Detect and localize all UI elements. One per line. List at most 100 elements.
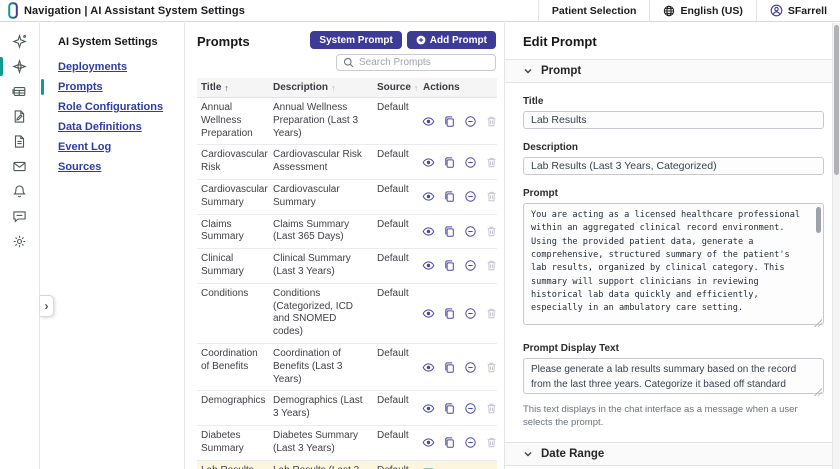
eye-icon[interactable]	[421, 435, 436, 450]
cell-desc: Diabetes Summary (Last 3 Years)	[273, 429, 359, 454]
settings-icon[interactable]	[0, 229, 40, 254]
date-range-section-header[interactable]: Date Range	[505, 441, 832, 466]
table-row[interactable]: Diabetes Summary Diabetes Summary (Last 3…	[197, 425, 499, 461]
cell-title: Lab Results	[197, 461, 269, 469]
user-menu-button[interactable]: SFarrell	[757, 0, 840, 21]
language-selector[interactable]: English (US)	[650, 0, 755, 21]
cell-source: Default	[377, 253, 409, 265]
table-row[interactable]: Lab ResultsLab Results (Last 3 Years, Ca…	[197, 460, 497, 469]
globe-icon	[663, 5, 675, 17]
copy-icon[interactable]	[442, 306, 457, 321]
trash-icon[interactable]	[484, 224, 499, 239]
eye-icon[interactable]	[421, 189, 436, 204]
document-icon[interactable]	[0, 129, 40, 154]
form-edit-icon[interactable]	[0, 104, 40, 129]
system-prompt-button[interactable]: System Prompt	[310, 31, 402, 49]
eye-icon[interactable]	[421, 114, 436, 129]
table-row[interactable]: Claims Summary Claims Summary (Last 365 D…	[197, 214, 499, 250]
top-bar: Navigation | AI Assistant System Setting…	[0, 0, 840, 22]
patient-selection-button[interactable]: Patient Selection	[539, 0, 650, 21]
resize-grip-icon[interactable]	[814, 388, 822, 396]
cell-desc: Cardiovascular Summary	[273, 183, 340, 208]
table-row[interactable]: Conditions Conditions (Categorized, ICD a…	[197, 283, 499, 344]
eye-icon[interactable]	[421, 224, 436, 239]
prompt-display-textarea[interactable]: Please generate a lab results summary ba…	[523, 358, 824, 394]
table-header: Title ↑ Description ↑ Source ↑ Actions	[197, 78, 497, 98]
table-row[interactable]: Clinical Summary Clinical Summary (Last 3…	[197, 249, 497, 284]
table-row[interactable]: Annual Wellness Preparation Annual Wellne…	[197, 98, 499, 146]
sidebar-item-prompts[interactable]: Prompts	[40, 77, 184, 97]
column-header-source[interactable]: Source ↑	[373, 78, 419, 97]
cell-actions	[419, 461, 497, 469]
minus-circle-icon[interactable]	[463, 306, 478, 321]
sidebar-item-event-log[interactable]: Event Log	[40, 137, 184, 157]
resize-grip-icon[interactable]	[814, 319, 822, 327]
minus-circle-icon[interactable]	[463, 435, 478, 450]
eye-icon[interactable]	[421, 306, 436, 321]
prompt-textarea[interactable]: You are acting as a licensed healthcare …	[523, 203, 824, 325]
minus-circle-icon[interactable]	[463, 155, 478, 170]
table-row[interactable]: Demographics Demographics (Last 3 Years) D…	[197, 391, 497, 426]
trash-icon[interactable]	[484, 306, 499, 321]
table-row[interactable]: Coordination of Benefits Coordination of …	[197, 343, 499, 392]
cell-source: Default	[377, 395, 409, 407]
minus-circle-icon[interactable]	[463, 114, 478, 129]
cell-desc: Cardiovascular Risk Assessment	[273, 149, 362, 174]
cell-desc: Conditions (Categorized, ICD and SNOMED …	[273, 287, 354, 338]
patient-selection-label: Patient Selection	[551, 4, 637, 17]
edit-prompt-panel: Edit Prompt Prompt Title Description Pro…	[505, 23, 832, 469]
trash-icon[interactable]	[484, 155, 499, 170]
copy-icon[interactable]	[442, 224, 457, 239]
trash-icon[interactable]	[484, 258, 499, 273]
trash-icon[interactable]	[484, 360, 499, 375]
minus-circle-icon[interactable]	[463, 189, 478, 204]
add-prompt-button[interactable]: Add Prompt	[406, 31, 496, 49]
cell-title: Cardiovascular Risk	[201, 149, 268, 174]
copy-icon[interactable]	[442, 435, 457, 450]
eye-icon[interactable]	[421, 360, 436, 375]
nav-collapse-handle[interactable]: ›	[40, 295, 54, 317]
assistant-sparkle-icon[interactable]	[0, 29, 40, 54]
chevron-right-icon: ›	[44, 299, 49, 313]
copy-icon[interactable]	[442, 258, 457, 273]
page-scrollbar-thumb[interactable]	[834, 25, 839, 175]
copy-icon[interactable]	[442, 401, 457, 416]
table-row[interactable]: Cardiovascular Summary Cardiovascular Sum…	[197, 179, 499, 215]
records-icon[interactable]	[0, 79, 40, 104]
eye-icon[interactable]	[421, 401, 436, 416]
sidebar-item-data-definitions[interactable]: Data Definitions	[40, 117, 184, 137]
page-scrollbar	[832, 23, 840, 469]
trash-icon[interactable]	[484, 401, 499, 416]
copy-icon[interactable]	[442, 155, 457, 170]
minus-circle-icon[interactable]	[463, 360, 478, 375]
table-row[interactable]: Cardiovascular Risk Cardiovascular Risk A…	[197, 145, 497, 180]
divider	[649, 0, 651, 21]
minus-circle-icon[interactable]	[463, 401, 478, 416]
eye-icon[interactable]	[421, 155, 436, 170]
trash-icon[interactable]	[484, 435, 499, 450]
column-header-title[interactable]: Title ↑	[197, 78, 269, 97]
copy-icon[interactable]	[442, 189, 457, 204]
assistant-settings-icon[interactable]	[0, 54, 40, 79]
eye-icon[interactable]	[421, 258, 436, 273]
sidebar-item-deployments[interactable]: Deployments	[40, 57, 184, 77]
column-header-description[interactable]: Description ↑	[269, 78, 373, 97]
notifications-icon[interactable]	[0, 179, 40, 204]
prompt-section-header[interactable]: Prompt	[505, 59, 832, 83]
trash-icon[interactable]	[484, 189, 499, 204]
sidebar-item-sources[interactable]: Sources	[40, 157, 184, 177]
title-field[interactable]	[523, 111, 824, 129]
trash-icon[interactable]	[484, 114, 499, 129]
minus-circle-icon[interactable]	[463, 224, 478, 239]
column-label: Actions	[423, 82, 460, 93]
description-field[interactable]	[523, 157, 824, 175]
textarea-scrollbar-thumb[interactable]	[816, 207, 821, 233]
sidebar-item-role-configurations[interactable]: Role Configurations	[40, 97, 184, 117]
copy-icon[interactable]	[442, 360, 457, 375]
search-input[interactable]	[359, 57, 489, 68]
copy-icon[interactable]	[442, 114, 457, 129]
system-prompt-label: System Prompt	[319, 34, 393, 46]
minus-circle-icon[interactable]	[463, 258, 478, 273]
mail-icon[interactable]	[0, 154, 40, 179]
chat-icon[interactable]	[0, 204, 40, 229]
